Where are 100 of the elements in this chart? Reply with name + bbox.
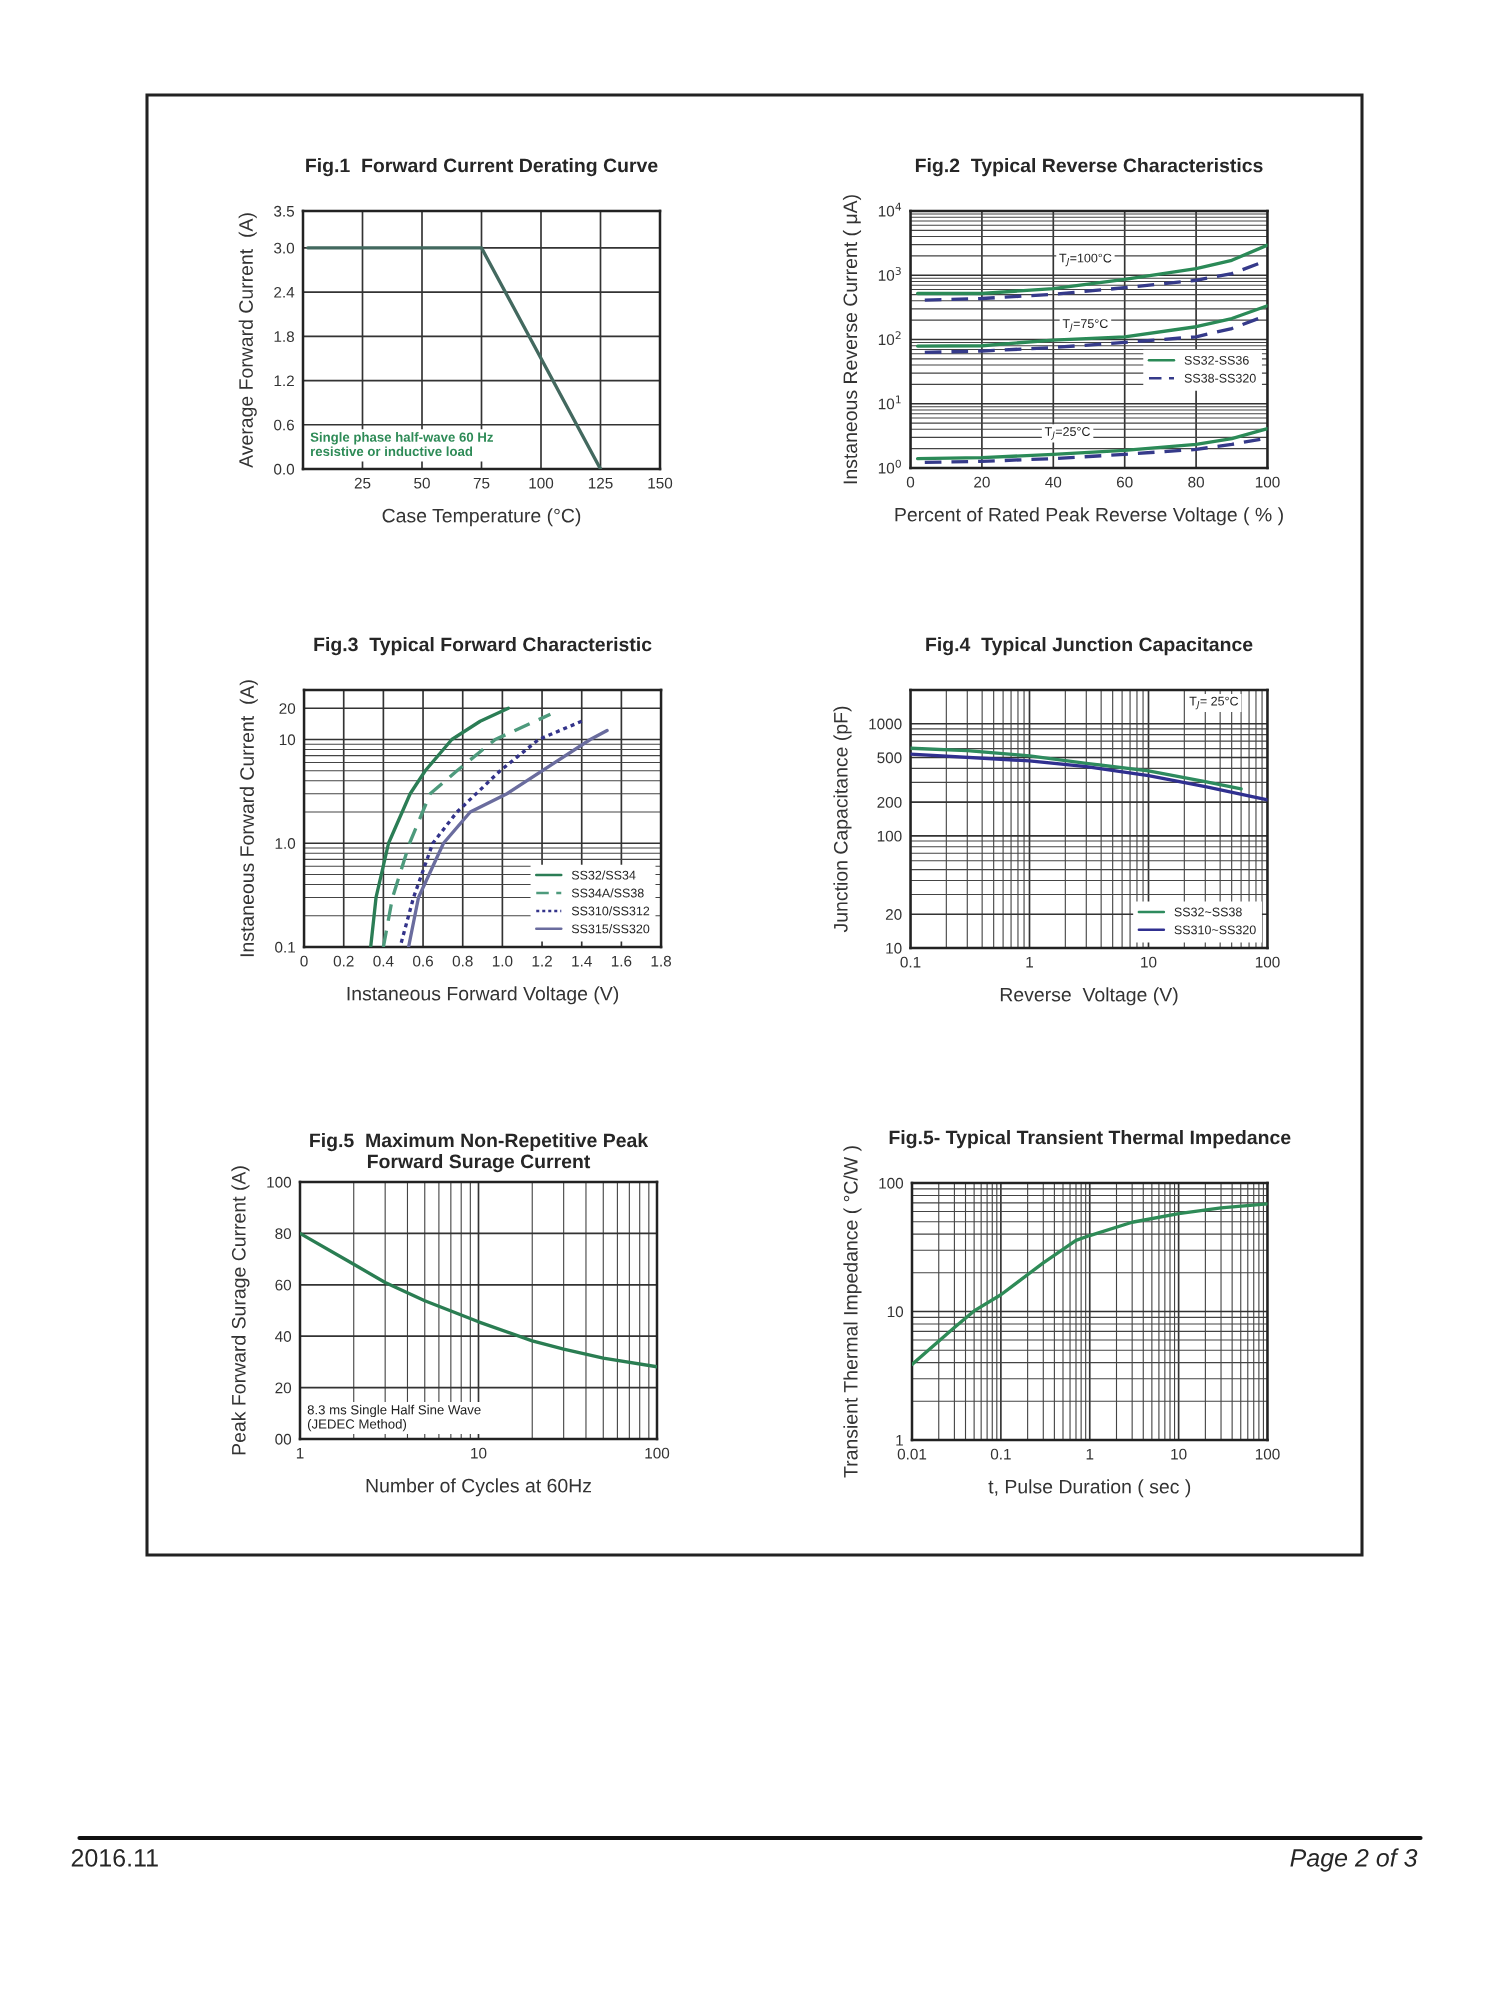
annotation: T$_{J}$= 25°C xyxy=(1189,696,1239,710)
y-axis-title: Instaneous Forward Current (A) xyxy=(239,680,258,957)
x-tick-label: 1 xyxy=(1086,1448,1094,1460)
x-tick-label: 0.1 xyxy=(900,956,921,968)
y-tick-label: 0.0 xyxy=(274,463,295,475)
x-tick-label: 0 xyxy=(906,476,915,488)
y-tick-label: 200 xyxy=(877,796,902,808)
legend-label: SS315/SS320 xyxy=(571,924,650,934)
y-tick-label: 10$^{0}$ xyxy=(878,459,901,474)
x-axis-title: Case Temperature (°C) xyxy=(382,508,581,527)
x-tick-label: 80 xyxy=(1188,476,1204,488)
y-tick-label: 100 xyxy=(879,1177,904,1189)
y-axis-title: Transient Thermal Impedance ( °C/W ) xyxy=(843,1146,862,1478)
text: 2016.11 xyxy=(71,1849,158,1867)
x-tick-label: 1.6 xyxy=(611,955,632,967)
y-tick-label: 80 xyxy=(275,1228,292,1240)
x-tick-label: 1.2 xyxy=(532,955,552,967)
x-tick-label: 0.6 xyxy=(413,955,433,967)
y-axis-title: Instaneous Reverse Current ( μA) xyxy=(842,195,862,484)
x-axis-title: Reverse Voltage (V) xyxy=(1000,987,1178,1006)
y-tick-label: 10 xyxy=(886,942,902,954)
x-tick-label: 0.1 xyxy=(990,1448,1011,1460)
legend-label: SS310/SS312 xyxy=(571,906,650,916)
line-series xyxy=(915,304,1268,348)
y-tick-label: 10 xyxy=(279,734,296,746)
text: Page 2 of 3 xyxy=(1290,1848,1418,1872)
y-axis-title: Peak Forward Surage Current (A) xyxy=(231,1166,250,1455)
y-tick-label: 20 xyxy=(279,703,296,714)
y-tick-label: 100 xyxy=(267,1176,292,1188)
x-tick-label: 1 xyxy=(296,1447,304,1459)
y-axis-title: Average Forward Current (A) xyxy=(238,213,257,468)
y-tick-label: 1.0 xyxy=(275,838,296,849)
y-tick-label: 2.4 xyxy=(274,286,295,298)
annotation: 8.3 ms Single Half Sine Wave (JEDEC Method) xyxy=(307,1404,481,1432)
y-tick-label: 20 xyxy=(885,909,902,920)
y-tick-label: 10 xyxy=(887,1306,904,1318)
y-tick-label: 10$^{2}$ xyxy=(878,331,901,346)
x-tick-label: 1.8 xyxy=(651,955,672,967)
y-tick-label: 10$^{1}$ xyxy=(878,395,901,410)
annotation: T$_{J}$=75°C xyxy=(1062,319,1108,332)
x-tick-label: 40 xyxy=(1045,476,1062,488)
x-tick-label: 10 xyxy=(1141,956,1157,968)
x-axis-title: t, Pulse Duration ( sec ) xyxy=(988,1479,1191,1498)
y-tick-label: 0.1 xyxy=(275,941,295,953)
y-tick-label: 100 xyxy=(877,830,902,842)
y-tick-label: 1.8 xyxy=(274,331,294,342)
annotation: Single phase half-wave 60 Hz resistive or inductive load xyxy=(310,432,493,457)
line-series xyxy=(915,426,1268,461)
legend-label: SS310~SS320 xyxy=(1174,925,1256,935)
legend-label: SS32-SS36 xyxy=(1184,355,1249,365)
x-tick-label: 1.0 xyxy=(492,955,513,967)
x-tick-label: 60 xyxy=(1116,476,1133,488)
x-tick-label: 50 xyxy=(414,477,430,489)
chart-title: Fig.3 Typical Forward Characteristic xyxy=(314,637,652,656)
y-tick-label: 20 xyxy=(275,1382,292,1394)
chart-title: Fig.1 Forward Current Derating Curve xyxy=(306,158,658,177)
x-tick-label: 100 xyxy=(1255,1448,1280,1460)
legend-label: SS32/SS34 xyxy=(571,870,636,880)
y-tick-label: 3.5 xyxy=(274,205,295,217)
x-tick-label: 0.01 xyxy=(897,1448,927,1460)
x-tick-label: 0.4 xyxy=(373,955,394,967)
y-tick-label: 40 xyxy=(275,1331,292,1342)
x-tick-label: 10 xyxy=(471,1447,487,1459)
line-series xyxy=(369,706,510,947)
legend-label: SS38-SS320 xyxy=(1184,373,1256,383)
y-tick-label: 60 xyxy=(275,1279,292,1291)
y-tick-label: 500 xyxy=(877,752,902,764)
x-tick-label: 25 xyxy=(354,477,371,489)
x-tick-label: 0 xyxy=(300,955,308,967)
legend-label: SS32~SS38 xyxy=(1174,907,1242,917)
x-tick-label: 100 xyxy=(1255,956,1280,968)
x-tick-label: 1.4 xyxy=(572,955,592,967)
legend-label: SS34A/SS38 xyxy=(571,888,644,898)
x-tick-label: 100 xyxy=(645,1447,670,1459)
y-tick-label: 1.2 xyxy=(274,375,294,387)
chart-title: Fig.4 Typical Junction Capacitance xyxy=(926,637,1253,656)
y-tick-label: 1 xyxy=(896,1435,903,1446)
y-tick-label: 3.0 xyxy=(274,242,295,254)
line-series xyxy=(381,712,553,947)
x-tick-label: 1 xyxy=(1026,956,1033,968)
annotation: T$_{J}$=100°C xyxy=(1059,253,1112,267)
x-tick-label: 75 xyxy=(473,477,490,489)
annotation: T$_{J}$=25°C xyxy=(1044,427,1091,440)
y-axis-title: Junction Capacitance (pF) xyxy=(833,706,852,933)
y-tick-label: 10$^{4}$ xyxy=(878,202,902,217)
chart-title: Fig.5 Maximum Non-Repetitive Peak Forward Surage Current xyxy=(310,1132,649,1173)
y-tick-label: 0.6 xyxy=(274,419,294,431)
x-tick-label: 0.8 xyxy=(452,955,473,967)
x-tick-label: 20 xyxy=(974,476,990,488)
x-tick-label: 100 xyxy=(529,477,554,489)
y-tick-label: 00 xyxy=(275,1433,292,1445)
x-axis-title: Percent of Rated Peak Reverse Voltage ( % ) xyxy=(895,507,1283,526)
x-tick-label: 0.2 xyxy=(333,955,354,967)
x-tick-label: 10 xyxy=(1171,1448,1187,1460)
y-tick-label: 10$^{3}$ xyxy=(878,266,901,281)
line-series xyxy=(915,243,1268,296)
chart-title: Fig.2 Typical Reverse Characteristics xyxy=(915,158,1263,177)
x-tick-label: 100 xyxy=(1255,476,1280,488)
y-tick-label: 1000 xyxy=(869,718,902,730)
x-tick-label: 125 xyxy=(588,477,613,489)
